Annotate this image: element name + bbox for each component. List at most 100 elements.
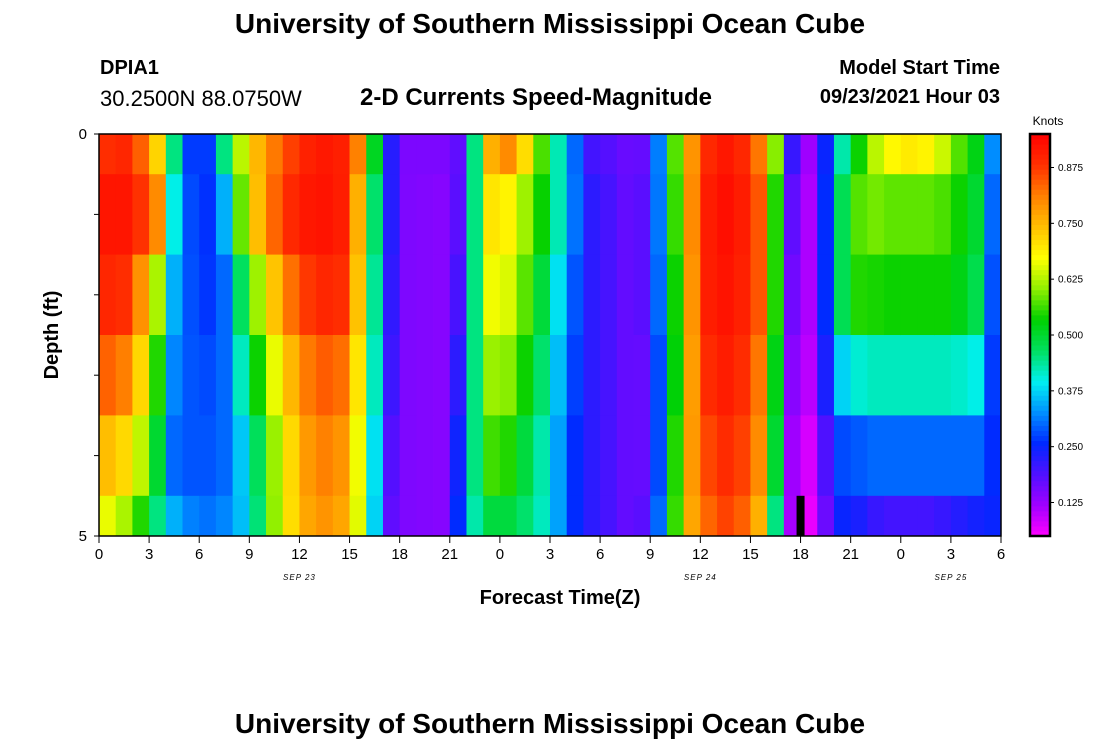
heatmap-cell <box>382 174 401 255</box>
heatmap-cell <box>399 335 417 416</box>
colorbar-segment <box>1030 440 1050 447</box>
heatmap-cell <box>583 134 601 175</box>
heatmap-cell <box>600 174 618 255</box>
heatmap-cell <box>399 495 417 537</box>
colorbar-segment <box>1030 324 1050 331</box>
heatmap-cell <box>717 134 735 175</box>
heatmap-cell <box>917 415 935 497</box>
heatmap-cell <box>316 134 334 175</box>
x-tick-label: 3 <box>947 546 955 563</box>
plot-title: 2-D Currents Speed-Magnitude <box>360 84 713 111</box>
colorbar-segment <box>1030 420 1050 426</box>
heatmap-cell <box>800 134 818 175</box>
colorbar-segment <box>1030 465 1050 472</box>
heatmap-cell <box>767 254 785 336</box>
heatmap-cell <box>917 254 935 336</box>
heatmap-cell <box>483 335 501 416</box>
colorbar-segment <box>1030 279 1050 286</box>
heatmap-cell <box>767 174 785 255</box>
colorbar-segment <box>1030 209 1050 215</box>
heatmap-cell <box>232 415 250 497</box>
colorbar-segment <box>1030 425 1050 431</box>
heatmap-cell <box>566 254 584 336</box>
heatmap-cell <box>349 134 367 175</box>
heatmap-cell <box>332 174 350 255</box>
heatmap-cell <box>917 174 935 255</box>
colorbar-segment <box>1030 415 1050 421</box>
heatmap-cell <box>867 335 885 416</box>
colorbar-segment <box>1030 395 1050 401</box>
heatmap-cell <box>516 174 534 255</box>
heatmap-cell <box>800 495 818 537</box>
colorbar-segment <box>1030 525 1050 532</box>
colorbar-segment <box>1030 214 1050 220</box>
heatmap-cell <box>583 495 601 537</box>
heatmap-cell <box>867 254 885 336</box>
heatmap-cell <box>733 174 751 255</box>
heatmap-cell <box>733 335 751 416</box>
x-tick-label: 6 <box>195 546 203 563</box>
heatmap-cell <box>349 495 367 537</box>
heatmap-cell <box>583 174 601 255</box>
colorbar-segment <box>1030 289 1050 296</box>
heatmap-cell <box>633 254 651 336</box>
heatmap-cell <box>416 134 434 175</box>
heatmap-cell <box>984 174 1002 255</box>
colorbar-segment <box>1030 299 1050 306</box>
heatmap-cell <box>483 254 501 336</box>
heatmap-cell <box>499 254 517 336</box>
heatmap-cell <box>215 415 234 497</box>
colorbar-segment <box>1030 445 1050 452</box>
colorbar-segment <box>1030 229 1050 235</box>
heatmap-cell <box>499 415 517 497</box>
heatmap-cell <box>99 254 117 336</box>
colorbar-segment <box>1030 244 1050 251</box>
heatmap-cell <box>767 335 785 416</box>
colorbar-segment <box>1030 179 1050 185</box>
heatmap-cell <box>416 254 434 336</box>
colorbar-segment <box>1030 500 1050 507</box>
heatmap-cell <box>332 335 350 416</box>
heatmap-cell <box>533 415 551 497</box>
heatmap-cell <box>215 335 234 416</box>
heatmap-cell <box>433 134 451 175</box>
heatmap-cell <box>833 495 852 537</box>
colorbar-segment <box>1030 490 1050 497</box>
colorbar-tick-label: 0.500 <box>1058 331 1083 342</box>
heatmap-cell <box>600 335 618 416</box>
heatmap-cell <box>299 254 317 336</box>
heatmap-cell <box>984 495 1002 537</box>
colorbar: 0.875 0.750 0.625 0.500 0.375 0.250 0.125 <box>1028 132 1083 538</box>
x-tick-label: 18 <box>391 546 408 563</box>
colorbar-segment <box>1030 480 1050 487</box>
heatmap-cell <box>266 254 284 336</box>
heatmap-cell <box>900 254 918 336</box>
date-label: SEP 23 <box>283 573 316 582</box>
heatmap-cell <box>466 254 484 336</box>
colorbar-segment <box>1030 139 1050 145</box>
heatmap-cell <box>332 134 350 175</box>
heatmap-cell <box>132 495 150 537</box>
heatmap-cell <box>817 335 835 416</box>
colorbar-segment <box>1030 380 1050 386</box>
heatmap-cells <box>99 134 1002 537</box>
colorbar-segment <box>1030 314 1050 321</box>
x-tick-label: 12 <box>291 546 308 563</box>
heatmap-cell <box>850 174 868 255</box>
colorbar-tick-label: 0.375 <box>1058 386 1083 397</box>
heatmap-cell <box>783 174 801 255</box>
colorbar-segment <box>1030 340 1050 346</box>
heatmap-cell <box>934 335 952 416</box>
heatmap-cell <box>433 335 451 416</box>
heatmap-cell <box>800 254 818 336</box>
heatmap-cell <box>499 335 517 416</box>
colorbar-segment <box>1030 520 1050 527</box>
colorbar-segment <box>1030 405 1050 411</box>
x-tick-label: 3 <box>145 546 153 563</box>
heatmap-cell <box>149 174 167 255</box>
colorbar-tick-label: 0.875 <box>1058 163 1083 174</box>
heatmap-cell <box>850 335 868 416</box>
colorbar-segment <box>1030 319 1050 326</box>
heatmap-cell <box>934 495 952 537</box>
heatmap-cell <box>550 495 568 537</box>
